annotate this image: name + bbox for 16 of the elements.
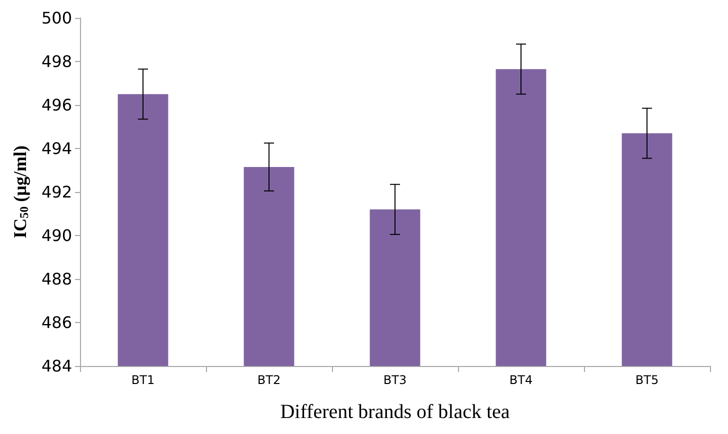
y-tick-label: 494 (41, 139, 72, 158)
x-tick-label: BT1 (131, 373, 155, 387)
y-tick-label: 496 (41, 96, 72, 114)
x-axis-title: Different brands of black tea (280, 401, 510, 423)
y-tick-label: 486 (41, 313, 72, 332)
y-tick-label: 498 (41, 52, 72, 71)
x-tick-label: BT5 (635, 373, 659, 387)
y-tick-label: 488 (41, 270, 72, 288)
y-axis-title: IC50 (µg/ml) (10, 146, 31, 238)
x-tick-label: BT3 (383, 373, 407, 387)
y-tick-label: 492 (41, 182, 72, 202)
y-tick-label: 500 (41, 8, 72, 28)
y-tick-label: 484 (41, 356, 72, 376)
x-tick-label: BT2 (257, 373, 281, 387)
y-tick-label: 490 (41, 226, 72, 245)
x-tick-label: BT4 (509, 373, 533, 387)
